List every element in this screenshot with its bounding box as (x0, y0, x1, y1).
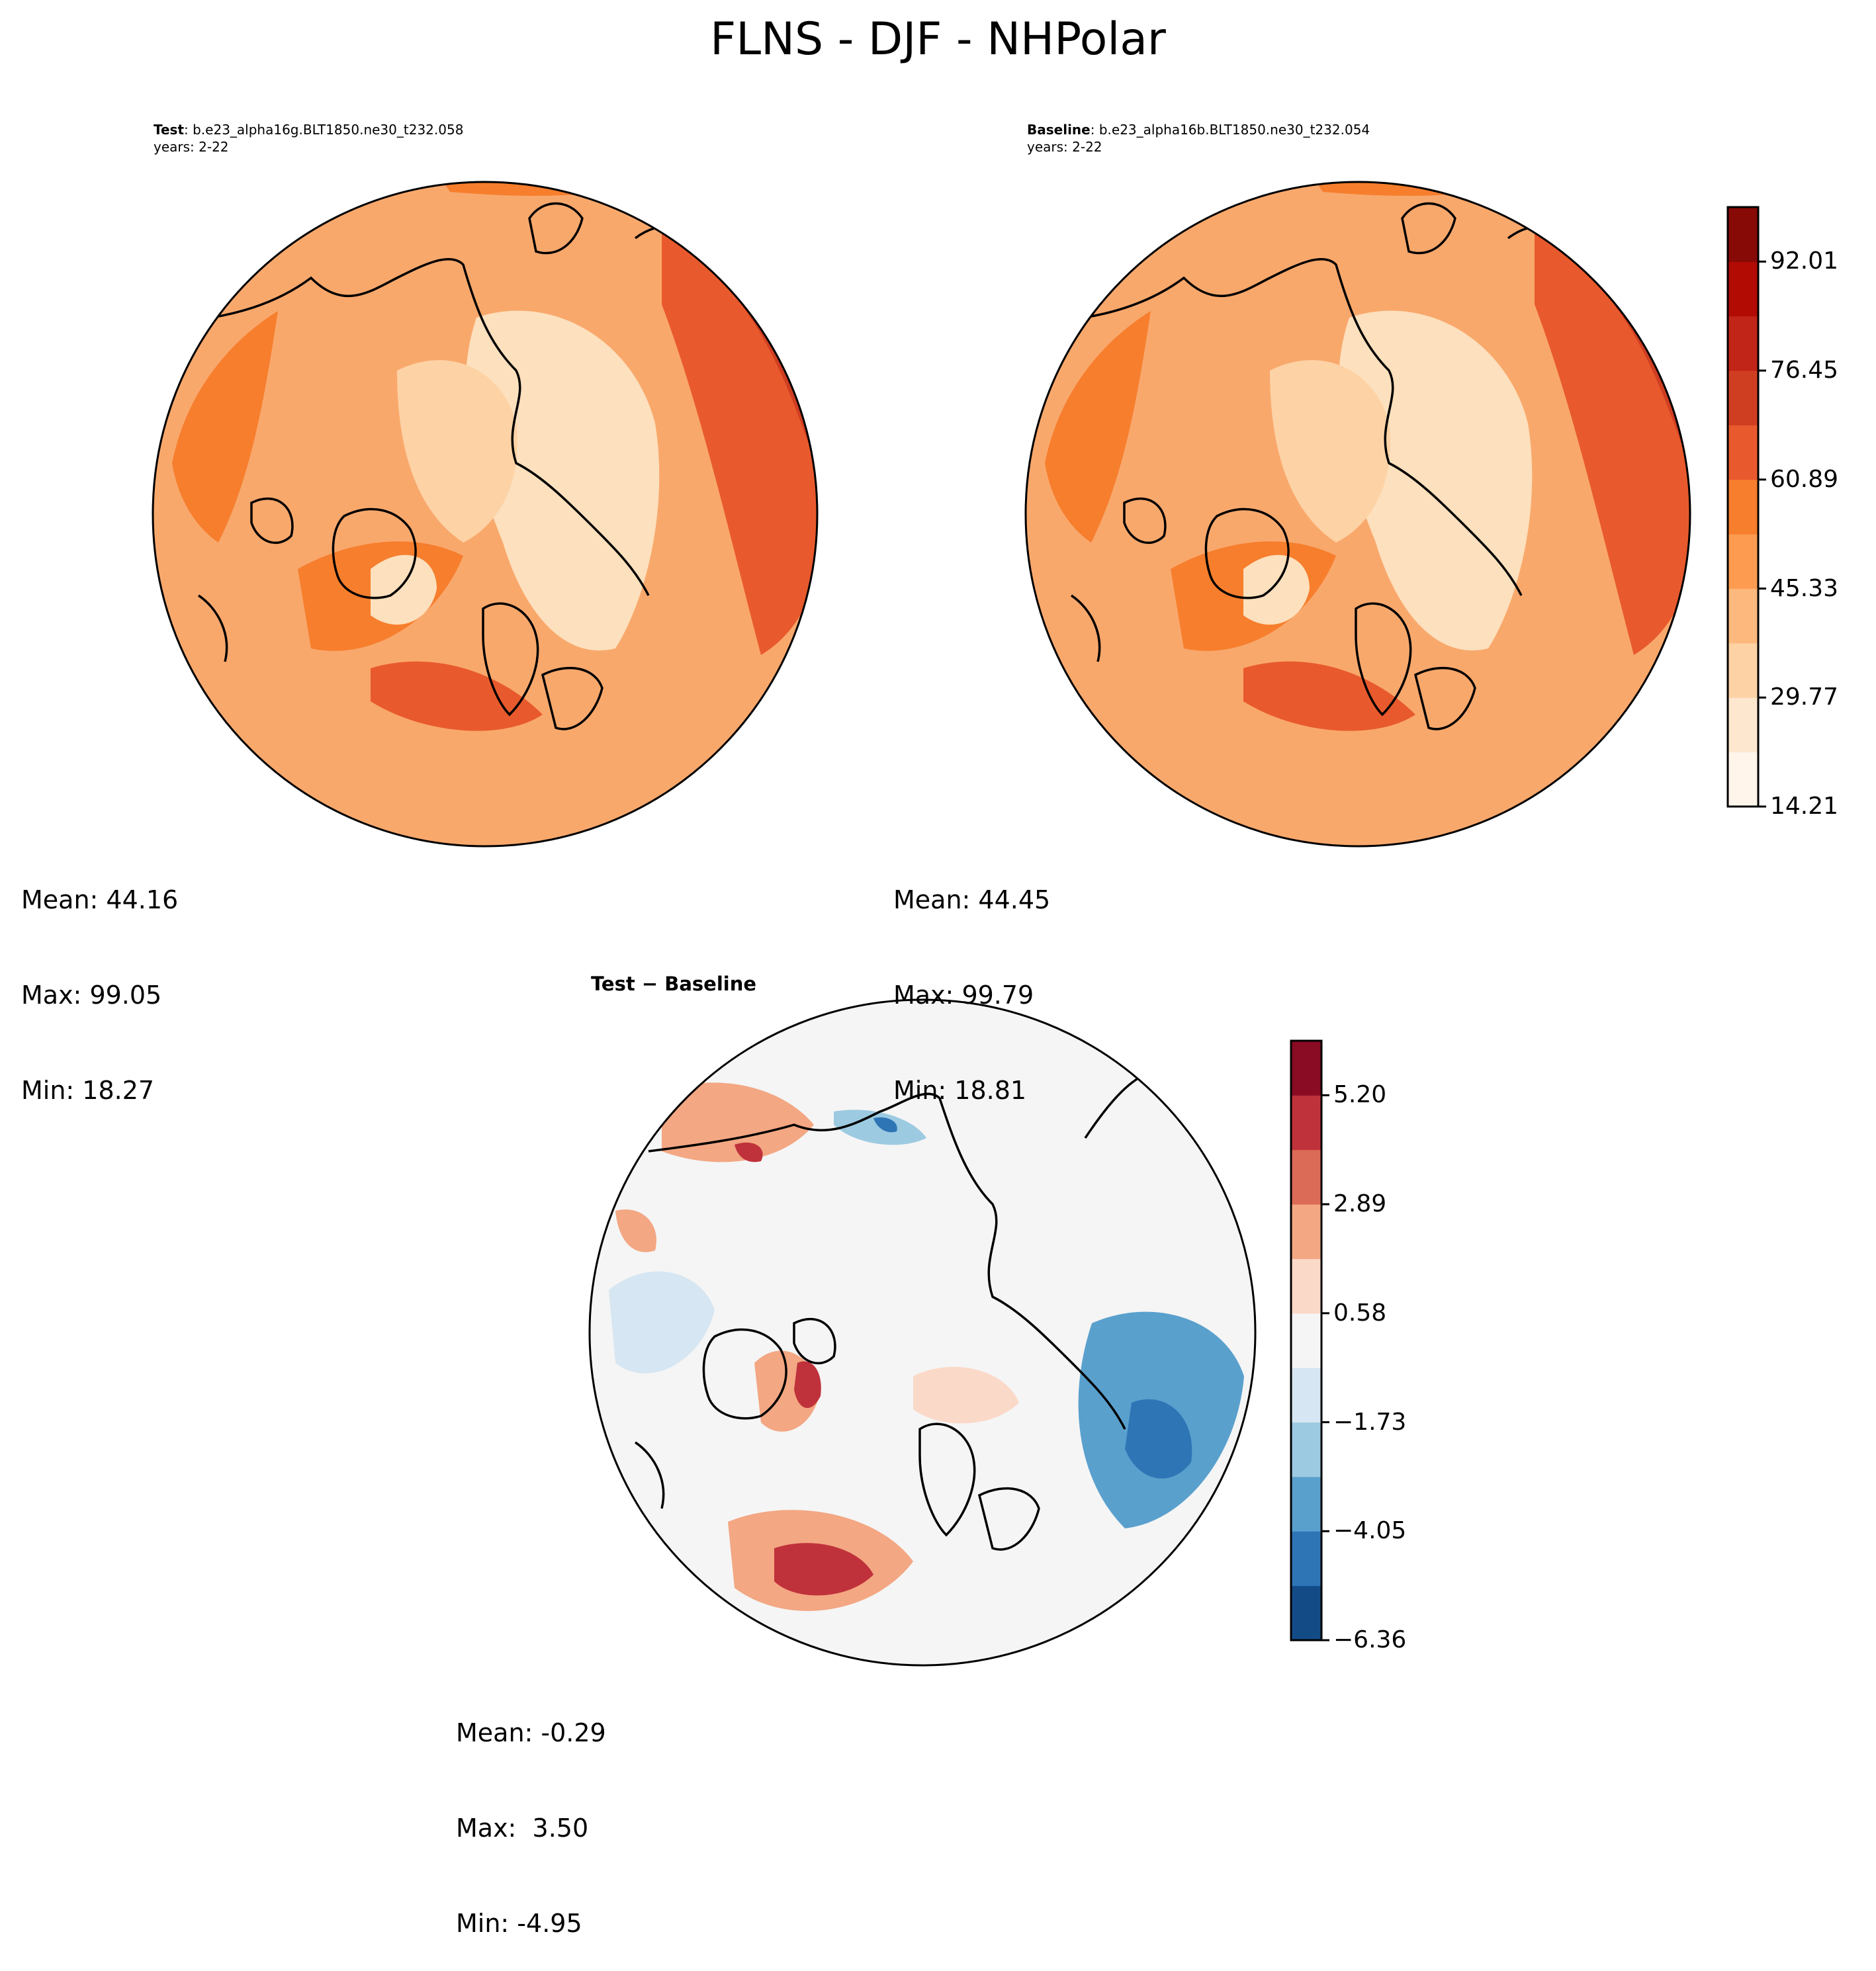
test-years: years: 2-22 (154, 139, 229, 155)
main-colorbar-segment (1728, 697, 1758, 753)
diff-strong-negative-east (1125, 1399, 1192, 1479)
diff-colorbar-segment (1291, 1258, 1321, 1314)
test-cool-region-greenland (371, 554, 437, 625)
baseline-warm-region-north (1296, 182, 1521, 196)
main-colorbar-segment (1728, 261, 1758, 317)
diff-colorbar-frame (1290, 1039, 1323, 1642)
baseline-cool-region-siberia (1338, 310, 1533, 651)
diff-negative-region-west (609, 1271, 715, 1374)
diff-stat-mean: Mean: -0.29 (456, 1718, 606, 1747)
test-warm-region-south (371, 661, 543, 731)
main-colorbar-frame (1726, 206, 1760, 808)
main-colorbar-tick-label: 14.21 (1770, 793, 1839, 820)
diff-weak-positive-east (913, 1366, 1019, 1424)
baseline-coastlines (1071, 202, 1576, 730)
diff-colorbar-segment (1291, 1041, 1321, 1096)
diff-map-boundary (588, 998, 1257, 1667)
test-panel-title: Test: b.e23_alpha16g.BLT1850.ne30_t232.0… (154, 122, 463, 138)
baseline-panel-title: Baseline: b.e23_alpha16b.BLT1850.ne30_t2… (1027, 122, 1370, 138)
diff-map-background (590, 1000, 1255, 1665)
main-colorbar-tick-label: 29.77 (1770, 683, 1839, 711)
diff-colorbar-tick-label: 5.20 (1333, 1081, 1387, 1109)
baseline-warm-region-west (1045, 311, 1151, 543)
main-colorbar-segment (1728, 534, 1758, 590)
test-stat-min: Min: 18.27 (21, 1076, 155, 1105)
main-colorbar-segment (1728, 425, 1758, 480)
diff-stat-max: Max: 3.50 (456, 1814, 589, 1843)
diff-stats: Mean: -0.29 Max: 3.50 Min: -4.95 (456, 1653, 606, 1971)
baseline-cool-region-greenland (1243, 554, 1310, 625)
baseline-stat-max: Max: 99.79 (893, 981, 1034, 1010)
diff-strong-positive-south (774, 1543, 873, 1596)
diff-colorbar-segment (1291, 1095, 1321, 1151)
baseline-stat-min: Min: 18.81 (893, 1076, 1027, 1105)
baseline-stats: Mean: 44.45 Max: 99.79 Min: 18.81 (893, 820, 1050, 1138)
diff-strong-negative-north (873, 1117, 897, 1133)
diff-colorbar-segment (1291, 1531, 1321, 1587)
main-colorbar-segment (1728, 588, 1758, 644)
test-cool-region-arctic (397, 360, 517, 543)
main-colorbar-tick-label: 60.89 (1770, 465, 1839, 493)
diff-colorbar-tick-label: 0.58 (1333, 1299, 1387, 1327)
baseline-map (1026, 182, 1690, 846)
test-warm-region-west (172, 311, 278, 543)
diff-colorbar-tick-label: −1.73 (1333, 1408, 1407, 1436)
diff-stat-min: Min: -4.95 (456, 1909, 582, 1938)
main-colorbar-segment (1728, 371, 1758, 425)
diff-colorbar-tick-label: −4.05 (1333, 1517, 1407, 1545)
test-map-boundary (152, 181, 819, 848)
diff-strong-positive-nw (735, 1142, 763, 1162)
main-colorbar-tick-label: 76.45 (1770, 357, 1839, 384)
diff-colorbar-segment (1291, 1313, 1321, 1368)
diff-colorbar-segment (1291, 1476, 1321, 1532)
test-map (153, 182, 817, 846)
diff-colorbar-segment (1291, 1368, 1321, 1423)
test-stats: Mean: 44.16 Max: 99.05 Min: 18.27 (21, 820, 178, 1138)
maps-canvas (152, 181, 1766, 1667)
baseline-years: years: 2-22 (1027, 139, 1102, 155)
diff-colorbar-segment (1291, 1585, 1321, 1641)
baseline-cool-region-arctic (1270, 360, 1390, 543)
diff-map (590, 1000, 1255, 1665)
main-colorbar-segment (1728, 752, 1758, 807)
baseline-warm-region-south (1243, 661, 1415, 731)
test-warm-region-north (424, 182, 648, 196)
test-label: Test (154, 122, 185, 138)
main-colorbar-tick-label: 45.33 (1770, 574, 1839, 602)
main-colorbar (1726, 206, 1766, 808)
diff-coastlines (635, 1071, 1152, 1551)
baseline-case-name: : b.e23_alpha16b.BLT1850.ne30_t232.054 (1090, 122, 1370, 138)
baseline-label: Baseline (1027, 122, 1091, 138)
test-cool-region-siberia (465, 310, 660, 651)
diff-colorbar-segment (1291, 1422, 1321, 1477)
main-colorbar-segment (1728, 642, 1758, 698)
baseline-stat-mean: Mean: 44.45 (893, 885, 1051, 914)
test-warm-region-east (662, 198, 817, 655)
diff-colorbar-segment (1291, 1204, 1321, 1259)
diff-positive-region-west (615, 1209, 656, 1252)
figure-title: FLNS - DJF - NHPolar (710, 13, 1166, 66)
test-case-name: : b.e23_alpha16g.BLT1850.ne30_t232.058 (184, 122, 464, 138)
diff-colorbar-segment (1291, 1149, 1321, 1205)
main-colorbar-segment (1728, 207, 1758, 262)
diff-strong-positive-center (794, 1361, 821, 1409)
diff-colorbar-tick-label: 2.89 (1333, 1190, 1387, 1218)
baseline-map-boundary (1024, 181, 1691, 848)
test-stat-mean: Mean: 44.16 (21, 885, 179, 914)
diff-positive-region-nw (662, 1082, 814, 1162)
test-stat-max: Max: 99.05 (21, 981, 162, 1010)
diff-panel-title: Test − Baseline (591, 973, 757, 995)
baseline-warm-region-east (1535, 198, 1690, 655)
diff-colorbar-tick-label: −6.36 (1333, 1626, 1407, 1653)
main-colorbar-segment (1728, 479, 1758, 535)
main-colorbar-tick-label: 92.01 (1770, 247, 1839, 275)
test-coastlines (198, 202, 703, 730)
diff-colorbar (1290, 1039, 1329, 1642)
main-colorbar-segment (1728, 316, 1758, 371)
